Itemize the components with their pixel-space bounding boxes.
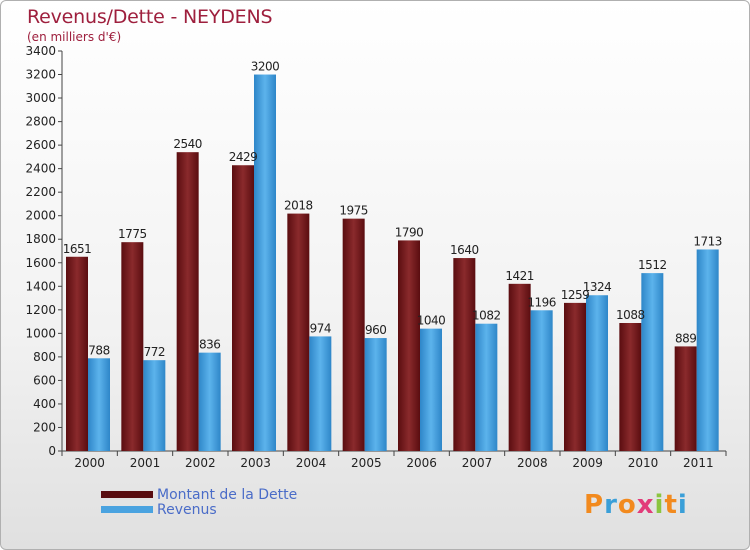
bar-dette xyxy=(66,256,88,451)
y-tick-label: 200 xyxy=(33,420,56,434)
y-tick-label: 1000 xyxy=(25,326,56,340)
bar-revenus xyxy=(696,249,719,451)
data-label: 960 xyxy=(365,323,386,337)
y-tick-label: 1200 xyxy=(25,303,56,317)
x-tick-label: 2008 xyxy=(517,456,548,470)
data-label: 1088 xyxy=(616,308,645,322)
bar-dette xyxy=(342,218,365,451)
data-label: 1196 xyxy=(527,295,556,309)
y-tick-label: 1400 xyxy=(25,279,56,293)
legend-swatch-debt xyxy=(101,491,153,498)
legend-label-debt: Montant de la Dette xyxy=(157,486,298,503)
legend-item-revenus: Revenus xyxy=(101,501,297,518)
data-label: 1421 xyxy=(505,269,534,283)
logo-letter: P xyxy=(584,490,605,520)
bar-dette xyxy=(619,323,642,451)
data-label: 1082 xyxy=(472,309,501,323)
bar-revenus xyxy=(309,336,332,451)
logo-letter: x xyxy=(636,490,655,520)
data-label: 788 xyxy=(88,343,109,357)
bar-dette xyxy=(564,302,586,451)
legend-label-revenus: Revenus xyxy=(157,501,217,518)
bar-revenus xyxy=(586,295,608,451)
y-tick-label: 3000 xyxy=(25,91,56,105)
data-label: 1775 xyxy=(118,227,147,241)
legend: Montant de la Dette Revenus xyxy=(101,486,298,518)
y-tick-label: 2800 xyxy=(25,115,56,129)
data-label: 1259 xyxy=(561,288,590,302)
y-tick-label: 2600 xyxy=(25,138,56,152)
bar-dette xyxy=(398,240,420,451)
x-tick-label: 2003 xyxy=(240,456,271,470)
x-tick-label: 2005 xyxy=(351,456,382,470)
bar-revenus xyxy=(475,323,498,451)
logo-letter: o xyxy=(617,490,637,520)
x-tick-label: 2004 xyxy=(296,456,327,470)
logo-letter: i xyxy=(677,490,688,520)
data-label: 1040 xyxy=(417,314,446,328)
x-tick-label: 2009 xyxy=(572,456,603,470)
x-tick-label: 2011 xyxy=(683,456,714,470)
chart-title: Revenus/Dette - NEYDENS xyxy=(27,6,273,28)
data-label: 2429 xyxy=(229,150,258,164)
y-tick-label: 2200 xyxy=(25,185,56,199)
bar-dette xyxy=(287,213,310,451)
legend-item-debt: Montant de la Dette xyxy=(101,486,298,503)
bar-dette xyxy=(453,258,476,451)
y-tick-label: 800 xyxy=(33,350,56,364)
bar-revenus xyxy=(364,338,387,451)
y-tick-label: 3400 xyxy=(25,44,56,58)
logo-letter: t xyxy=(664,490,678,520)
data-label: 772 xyxy=(144,345,165,359)
chart-subtitle: (en milliers d'€) xyxy=(27,30,122,44)
data-label: 1651 xyxy=(63,242,92,256)
x-tick-label: 2007 xyxy=(462,456,493,470)
y-tick-label: 1800 xyxy=(25,232,56,246)
y-tick-label: 1600 xyxy=(25,256,56,270)
data-label: 1975 xyxy=(339,204,368,218)
data-label: 836 xyxy=(199,338,220,352)
bar-revenus xyxy=(420,328,442,451)
data-label: 2540 xyxy=(173,137,202,151)
data-label: 1324 xyxy=(583,280,612,294)
bar-dette xyxy=(121,242,144,451)
data-label: 1640 xyxy=(450,243,479,257)
y-tick-label: 600 xyxy=(33,373,56,387)
data-label: 1512 xyxy=(638,258,667,272)
legend-swatch-revenus xyxy=(101,506,153,513)
data-label: 2018 xyxy=(284,199,313,213)
logo-letter: r xyxy=(604,490,618,520)
bar-revenus xyxy=(254,74,276,451)
y-tick-label: 2000 xyxy=(25,209,56,223)
y-tick-label: 0 xyxy=(48,444,56,458)
bar-revenus xyxy=(530,310,553,451)
y-tick-label: 3200 xyxy=(25,68,56,82)
x-tick-label: 2000 xyxy=(74,456,105,470)
bar-dette xyxy=(176,152,199,452)
data-label: 1790 xyxy=(395,225,424,239)
data-label: 3200 xyxy=(251,60,280,74)
y-tick-label: 2400 xyxy=(25,162,56,176)
x-tick-label: 2002 xyxy=(185,456,216,470)
bar-revenus xyxy=(641,273,664,451)
data-label: 1713 xyxy=(693,234,722,248)
x-tick-label: 2001 xyxy=(130,456,161,470)
bar-revenus xyxy=(88,358,110,451)
x-tick-label: 2010 xyxy=(628,456,659,470)
bar-dette xyxy=(508,283,531,451)
data-label: 889 xyxy=(675,331,696,345)
bar-dette xyxy=(232,165,254,451)
bar-revenus xyxy=(198,352,221,451)
proxiti-logo: Proxiti xyxy=(584,490,688,520)
bar-revenus xyxy=(143,360,166,451)
data-label: 974 xyxy=(310,321,331,335)
bar-dette xyxy=(674,346,697,451)
logo-letter: i xyxy=(654,490,665,520)
y-tick-label: 400 xyxy=(33,397,56,411)
x-tick-label: 2006 xyxy=(406,456,437,470)
